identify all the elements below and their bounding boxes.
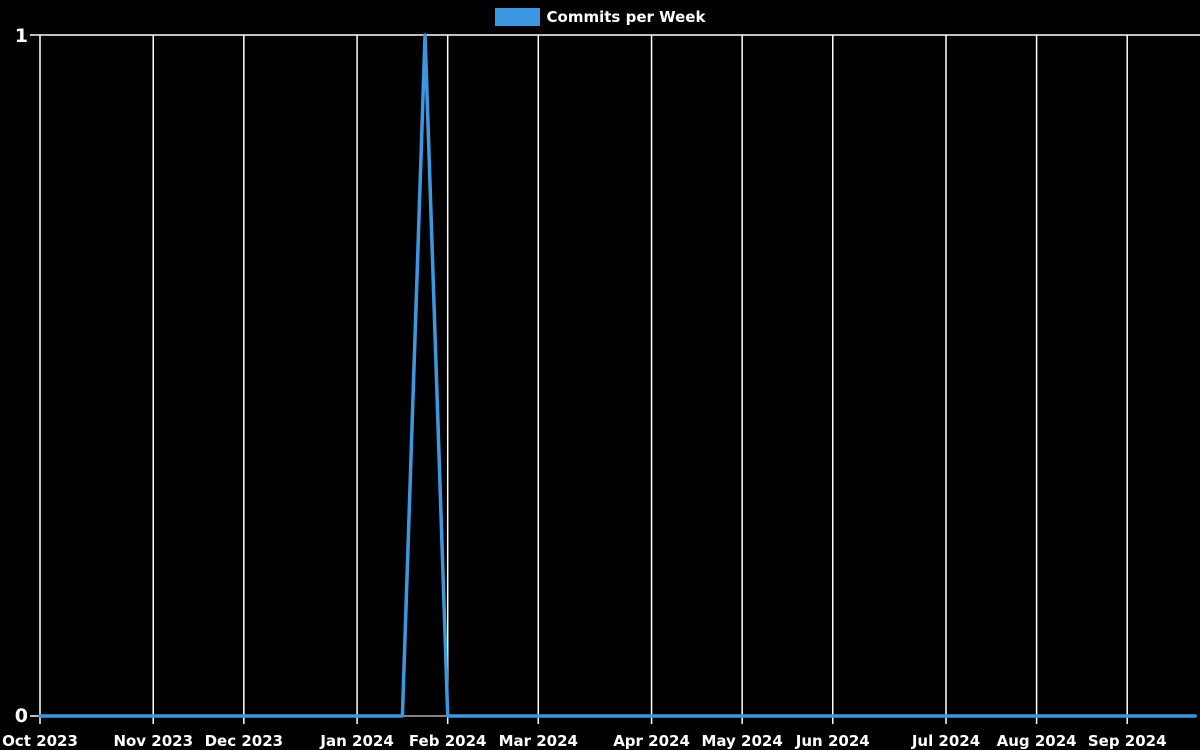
commits-line-series (38, 33, 1197, 718)
x-tick-label: Nov 2023 (113, 732, 193, 750)
x-tick-label: Sep 2024 (1088, 732, 1167, 750)
x-tick-label: Aug 2024 (997, 732, 1077, 750)
x-tick-label: Jun 2024 (795, 732, 870, 750)
x-tick-label: Mar 2024 (499, 732, 578, 750)
chart-legend[interactable]: Commits per Week (0, 8, 1200, 26)
x-tick-label: Jul 2024 (911, 732, 980, 750)
legend-label: Commits per Week (546, 8, 706, 26)
x-tick-label: Apr 2024 (613, 732, 690, 750)
x-tick-label: Oct 2023 (2, 732, 78, 750)
x-tick-label: Feb 2024 (409, 732, 487, 750)
legend-swatch (494, 8, 540, 26)
y-tick-label-max: 1 (15, 25, 28, 47)
y-tick-label-min: 0 (15, 705, 28, 727)
x-tick-label: Dec 2023 (205, 732, 284, 750)
x-tick-label: May 2024 (701, 732, 782, 750)
x-tick-label: Jan 2024 (319, 732, 393, 750)
